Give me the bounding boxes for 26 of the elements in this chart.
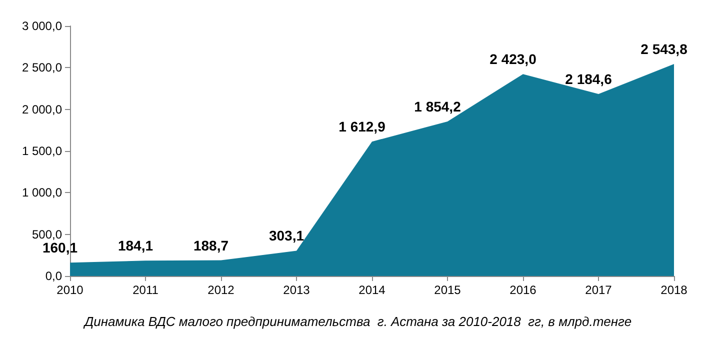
data-label: 1 854,2 [414, 98, 462, 114]
data-label: 160,1 [42, 240, 78, 256]
y-tick-label: 1 500,0 [22, 144, 62, 158]
data-label: 2 423,0 [490, 51, 537, 68]
y-tick-label: 500,0 [32, 227, 62, 242]
data-label: 303,1 [268, 228, 304, 244]
data-label: 184,1 [118, 238, 154, 254]
x-tick-label: 2017 [585, 283, 612, 297]
x-tick-label: 2012 [208, 283, 235, 297]
x-tick-label: 2018 [660, 283, 688, 297]
x-tick-label: 2011 [132, 283, 159, 297]
x-tick-label: 2016 [510, 283, 537, 297]
data-label: 188,7 [193, 237, 229, 254]
y-tick-label: 0,0 [45, 269, 62, 283]
x-tick-label: 2014 [358, 283, 386, 297]
y-tick-label: 3 000,0 [22, 19, 62, 33]
data-label: 1 612,9 [338, 118, 386, 135]
y-tick-label: 2 000,0 [22, 102, 62, 116]
data-label: 2 543,8 [640, 41, 688, 58]
x-tick-label: 2010 [56, 283, 84, 297]
data-label: 2 184,6 [565, 70, 612, 87]
text: Динамика ВДС малого предпринимательства г. Астана за 2010-2018 гг, в млрд.тенге [82, 314, 632, 329]
y-tick-label: 2 500,0 [22, 60, 62, 75]
y-tick-label: 1 000,0 [22, 186, 62, 200]
x-tick-label: 2015 [434, 283, 462, 297]
x-tick-label: 2013 [283, 283, 310, 297]
